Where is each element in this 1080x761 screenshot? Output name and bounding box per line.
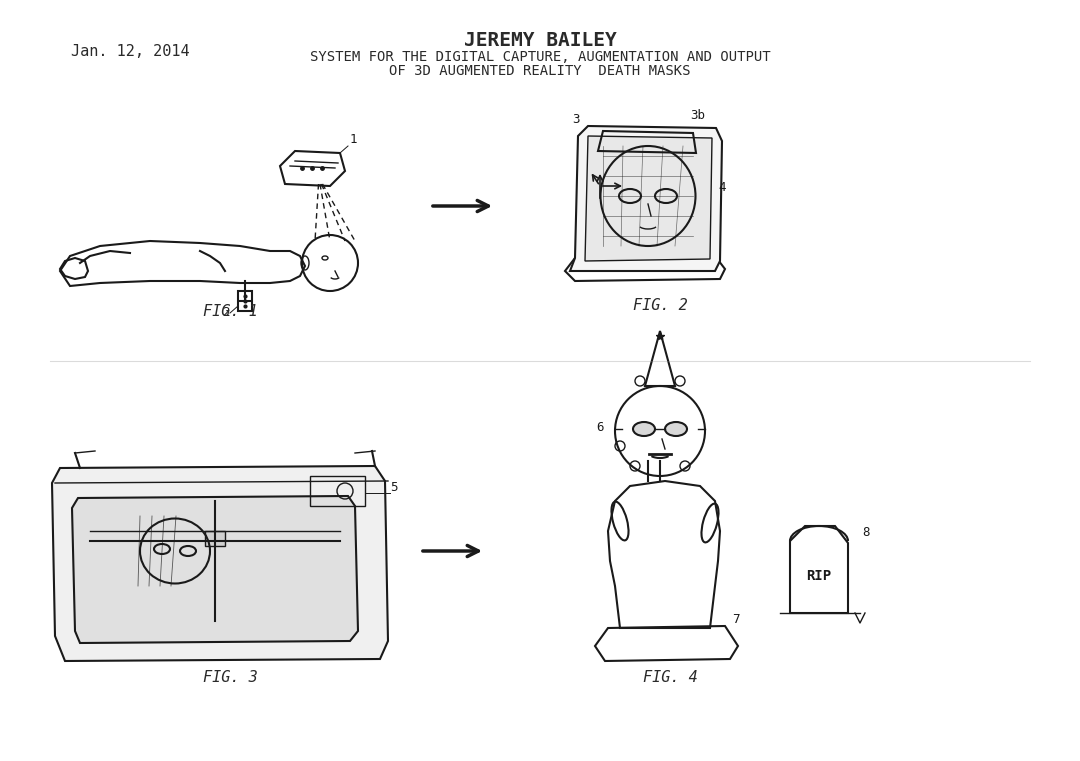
Text: Jan. 12, 2014: Jan. 12, 2014 [70, 43, 189, 59]
Bar [205, 531, 225, 546]
Text: FIG. 4: FIG. 4 [643, 670, 698, 686]
Text: SYSTEM FOR THE DIGITAL CAPTURE, AUGMENTATION AND OUTPUT: SYSTEM FOR THE DIGITAL CAPTURE, AUGMENTA… [310, 50, 770, 64]
Polygon shape [570, 126, 723, 271]
Text: FIG. 2: FIG. 2 [633, 298, 687, 314]
Text: 8: 8 [862, 526, 869, 539]
Text: 6: 6 [596, 421, 604, 434]
Polygon shape [52, 466, 388, 661]
Text: RIP: RIP [807, 569, 832, 583]
Text: FIG. 1: FIG. 1 [203, 304, 257, 319]
Polygon shape [585, 136, 712, 261]
Ellipse shape [665, 422, 687, 436]
Text: JEREMY BAILEY: JEREMY BAILEY [463, 31, 617, 50]
Text: 3b: 3b [690, 109, 705, 122]
Ellipse shape [633, 422, 654, 436]
Text: 7: 7 [732, 613, 740, 626]
Bar [310, 476, 365, 506]
Text: FIG. 3: FIG. 3 [203, 670, 257, 686]
Text: 1: 1 [350, 133, 357, 146]
Bar [238, 291, 252, 311]
Text: OF 3D AUGMENTED REALITY  DEATH MASKS: OF 3D AUGMENTED REALITY DEATH MASKS [389, 64, 691, 78]
Polygon shape [72, 496, 357, 643]
Text: 3: 3 [572, 113, 580, 126]
Text: 5: 5 [390, 481, 397, 494]
Text: 2: 2 [222, 306, 229, 319]
Text: 4: 4 [718, 181, 726, 194]
